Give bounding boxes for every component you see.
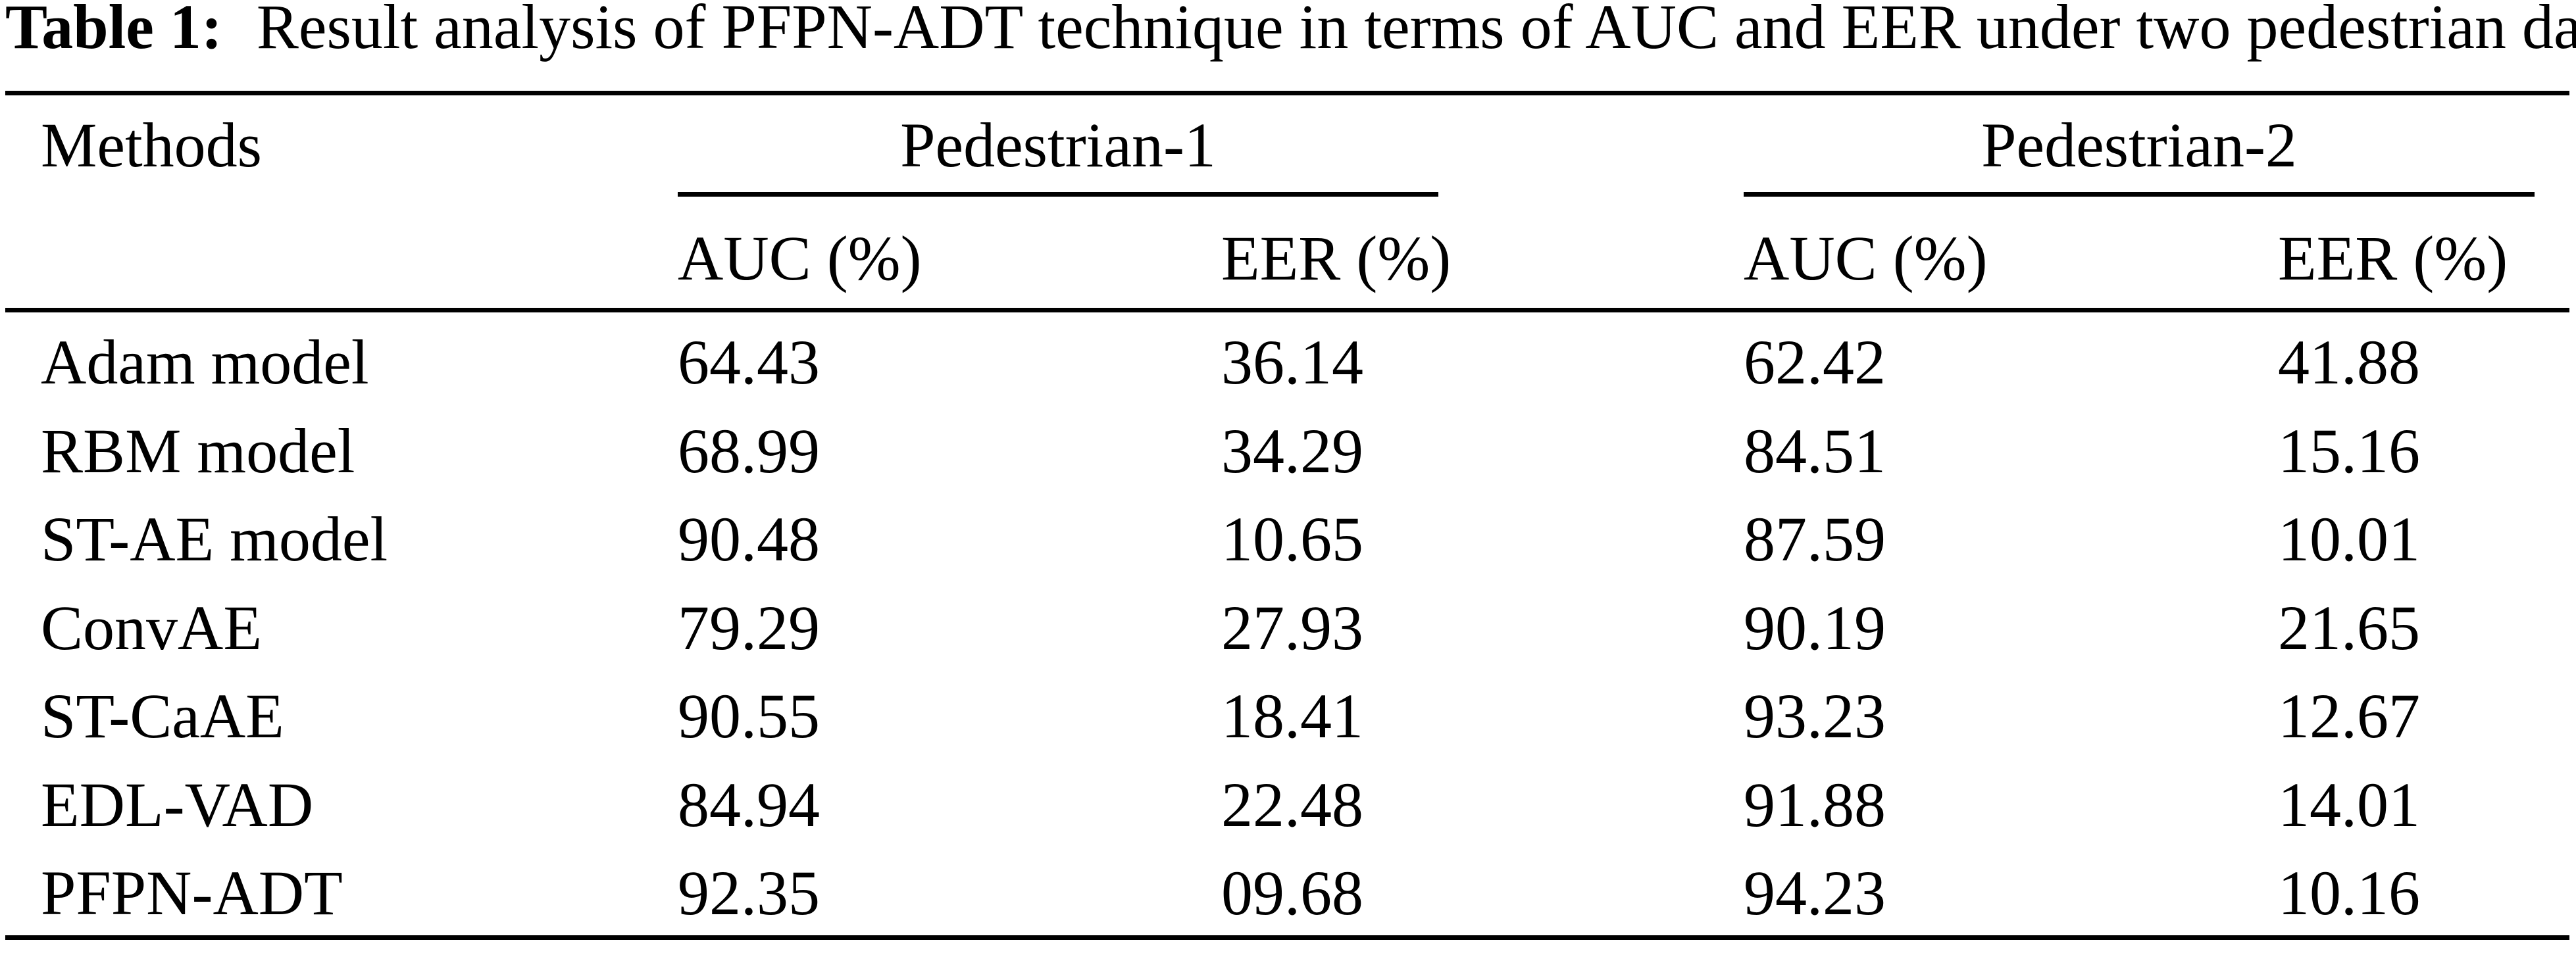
p2-auc-cell: 62.42 <box>1744 327 1886 397</box>
table-top-rule <box>5 91 2569 95</box>
p2-auc-cell: 90.19 <box>1744 593 1886 663</box>
table-row: ST-AE model 90.48 10.65 87.59 10.01 <box>0 508 2576 597</box>
method-cell: ST-AE model <box>41 504 388 574</box>
column-group-pedestrian-2: Pedestrian-2 <box>1981 110 2297 180</box>
column-header-eer-pedestrian-2: EER (%) <box>2278 223 2508 293</box>
column-header-auc-pedestrian-1: AUC (%) <box>678 223 922 293</box>
p2-eer-cell: 41.88 <box>2278 327 2420 397</box>
p1-auc-cell: 92.35 <box>678 858 820 928</box>
p1-eer-cell: 27.93 <box>1221 593 1363 663</box>
table-row: Adam model 64.43 36.14 62.42 41.88 <box>0 331 2576 420</box>
method-cell: RBM model <box>41 416 355 486</box>
p2-eer-cell: 21.65 <box>2278 593 2420 663</box>
table-row: ST-CaAE 90.55 18.41 93.23 12.67 <box>0 685 2576 773</box>
table-caption-number: Table 1: <box>5 0 222 62</box>
p1-eer-cell: 09.68 <box>1221 858 1363 928</box>
p1-auc-cell: 79.29 <box>678 593 820 663</box>
p1-auc-cell: 84.94 <box>678 770 820 840</box>
p1-auc-cell: 90.55 <box>678 681 820 751</box>
method-cell: ST-CaAE <box>41 681 284 751</box>
p1-auc-cell: 68.99 <box>678 416 820 486</box>
column-header-methods: Methods <box>41 110 262 180</box>
p2-eer-cell: 12.67 <box>2278 681 2420 751</box>
p2-eer-cell: 10.01 <box>2278 504 2420 574</box>
table-row: RBM model 68.99 34.29 84.51 15.16 <box>0 420 2576 508</box>
method-cell: ConvAE <box>41 593 262 663</box>
p2-eer-cell: 15.16 <box>2278 416 2420 486</box>
table-caption-text: Result analysis of PFPN-ADT technique in… <box>256 0 2576 62</box>
p1-eer-cell: 22.48 <box>1221 770 1363 840</box>
column-header-auc-pedestrian-2: AUC (%) <box>1744 223 1988 293</box>
p1-eer-cell: 10.65 <box>1221 504 1363 574</box>
method-cell: Adam model <box>41 327 369 397</box>
p2-auc-cell: 84.51 <box>1744 416 1886 486</box>
table-caption: Table 1: Result analysis of PFPN-ADT tech… <box>5 0 2576 59</box>
table-row: EDL-VAD 84.94 22.48 91.88 14.01 <box>0 773 2576 862</box>
p1-eer-cell: 18.41 <box>1221 681 1363 751</box>
pedestrian-2-group-rule <box>1744 192 2535 197</box>
p2-auc-cell: 94.23 <box>1744 858 1886 928</box>
p1-eer-cell: 34.29 <box>1221 416 1363 486</box>
column-group-pedestrian-1: Pedestrian-1 <box>900 110 1216 180</box>
pedestrian-1-group-rule <box>678 192 1438 197</box>
table-header-rule <box>5 308 2569 312</box>
method-cell: PFPN-ADT <box>41 858 343 928</box>
p2-auc-cell: 87.59 <box>1744 504 1886 574</box>
p2-eer-cell: 14.01 <box>2278 770 2420 840</box>
p2-auc-cell: 93.23 <box>1744 681 1886 751</box>
table-row: ConvAE 79.29 27.93 90.19 21.65 <box>0 597 2576 685</box>
table-bottom-rule <box>5 935 2569 940</box>
column-header-eer-pedestrian-1: EER (%) <box>1221 223 1452 293</box>
p2-eer-cell: 10.16 <box>2278 858 2420 928</box>
method-cell: EDL-VAD <box>41 770 314 840</box>
p1-eer-cell: 36.14 <box>1221 327 1363 397</box>
p2-auc-cell: 91.88 <box>1744 770 1886 840</box>
p1-auc-cell: 64.43 <box>678 327 820 397</box>
table-row: PFPN-ADT 92.35 09.68 94.23 10.16 <box>0 862 2576 950</box>
p1-auc-cell: 90.48 <box>678 504 820 574</box>
